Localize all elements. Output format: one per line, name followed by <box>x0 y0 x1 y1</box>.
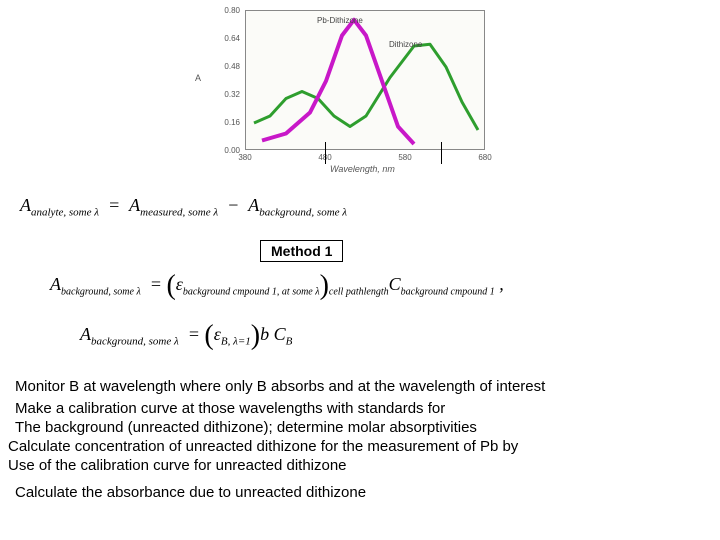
equation-background-short: Abackground, some λ = (εB, λ=1)b CB <box>80 320 292 352</box>
x-tick: 380 <box>230 153 260 162</box>
indicator-arrow <box>441 142 442 164</box>
instruction-line-3: The background (unreacted dithizone); de… <box>15 419 477 438</box>
chart-frame <box>245 10 485 150</box>
instruction-line-5: Use of the calibration curve for unreact… <box>8 457 347 476</box>
indicator-arrow <box>325 142 326 164</box>
instruction-line-2: Make a calibration curve at those wavele… <box>15 400 445 419</box>
instruction-line-6: Calculate the absorbance due to unreacte… <box>15 484 366 503</box>
method-label: Method 1 <box>271 243 332 259</box>
chart-svg <box>246 11 486 151</box>
x-tick: 680 <box>470 153 500 162</box>
y-tick: 0.48 <box>202 62 240 71</box>
x-axis-label: Wavelength, nm <box>330 164 395 174</box>
y-tick: 0.32 <box>202 90 240 99</box>
y-tick: 0.16 <box>202 118 240 127</box>
y-axis-label: A <box>195 73 201 83</box>
series-label: Dithizone <box>389 40 422 49</box>
spectrum-chart: A Wavelength, nm 0.000.160.320.480.640.8… <box>200 5 500 175</box>
y-tick: 0.80 <box>202 6 240 15</box>
x-tick: 580 <box>390 153 420 162</box>
method-label-box: Method 1 <box>260 240 343 262</box>
series-pb-dithizone <box>262 20 414 144</box>
instruction-line-4: Calculate concentration of unreacted dit… <box>8 438 518 457</box>
instruction-line-1: Monitor B at wavelength where only B abs… <box>15 378 545 397</box>
equation-analyte: Aanalyte, some λ = Ameasured, some λ − A… <box>20 195 347 219</box>
y-tick: 0.64 <box>202 34 240 43</box>
equation-background-full: Abackground, some λ = (εbackground cmpou… <box>50 270 504 302</box>
series-label: Pb-Dithizone <box>317 16 363 25</box>
series-dithizone <box>254 44 478 130</box>
